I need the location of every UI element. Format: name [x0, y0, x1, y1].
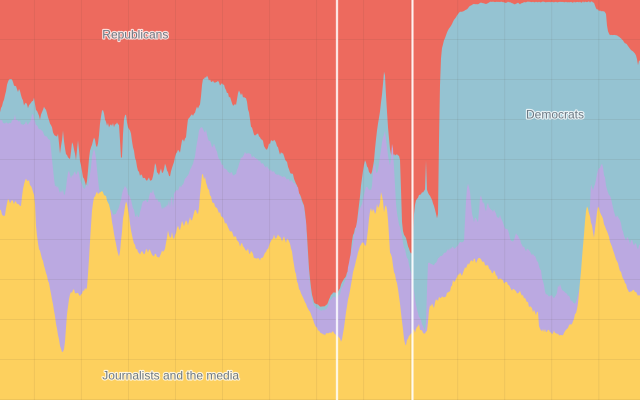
svg-text:Journalists and the media: Journalists and the media — [102, 369, 239, 383]
svg-text:Republicans: Republicans — [102, 28, 168, 42]
svg-text:Democrats: Democrats — [526, 108, 584, 122]
